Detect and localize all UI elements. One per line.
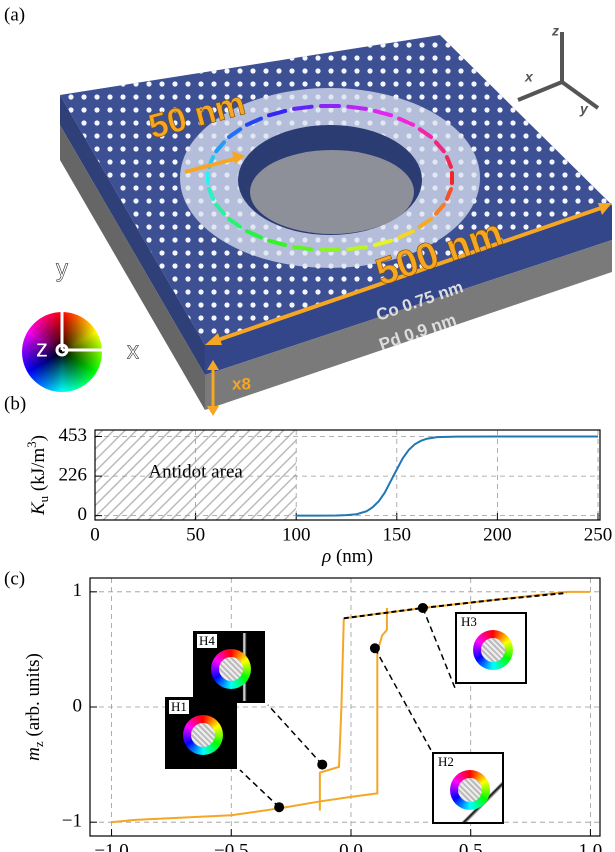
x-tick-label: 0 — [90, 524, 100, 545]
x-axis-label-part: ρ — [321, 546, 331, 567]
inset-label: H3 — [459, 615, 479, 629]
inset-ring — [183, 715, 223, 755]
inset-ring — [473, 630, 513, 670]
axis-label: z — [551, 23, 559, 39]
inset-hole — [191, 723, 215, 747]
panel-label: (b) — [4, 393, 26, 414]
y-axis-label-part: m — [23, 747, 44, 761]
spin-arrow — [348, 247, 366, 249]
marker — [418, 603, 428, 613]
spin-arrow — [294, 247, 312, 249]
x-tick-label: 200 — [483, 524, 512, 545]
spin-arrow — [294, 107, 312, 109]
inset-h3: H3 — [455, 612, 527, 684]
y-axis-label-part: (arb. units) — [23, 653, 44, 741]
inset-label: H2 — [436, 755, 456, 769]
axis-label: y — [579, 101, 589, 117]
inset-hole — [219, 657, 243, 681]
x-tick-label: 1.0 — [579, 840, 603, 852]
color-wheel — [22, 312, 102, 392]
leader-line — [375, 648, 432, 752]
inset-hole — [458, 778, 482, 802]
x-tick-label: 0.5 — [459, 840, 483, 852]
panel-label: (a) — [4, 4, 25, 25]
marker — [274, 802, 284, 812]
inset-h1: H1 — [165, 697, 237, 769]
inset-hole — [481, 638, 505, 662]
x-tick-label: −1.0 — [94, 840, 128, 852]
leader-line — [240, 770, 279, 807]
x-tick-label: 100 — [282, 524, 311, 545]
y-axis-label-part: ) — [28, 435, 49, 441]
arrow-head — [207, 406, 219, 416]
spin-arrow — [348, 107, 366, 109]
x-tick-label: 250 — [584, 524, 613, 545]
leader-line — [268, 705, 322, 765]
x-axis-label-part: (nm) — [331, 546, 373, 567]
y-tick-label: 1 — [73, 580, 83, 601]
illustration: 50 nm 500 nm Co 0.75 nm Pd 0.9 nm x8 z x… — [60, 23, 612, 416]
y-axis-label: mz (arb. units) — [23, 653, 46, 761]
inset-ring — [211, 649, 251, 689]
inset-ring — [450, 770, 490, 810]
inset-h2: H2 — [432, 752, 504, 824]
antidot-hole — [250, 150, 414, 234]
marker — [317, 760, 327, 770]
y-tick-label: 0 — [73, 695, 83, 716]
y-axis-label: Ku (kJ/m3) — [24, 435, 51, 516]
figure-canvas: 50 nm 500 nm Co 0.75 nm Pd 0.9 nm x8 z x… — [0, 0, 615, 852]
axis-label: x — [524, 69, 534, 85]
y-tick-label: 226 — [59, 464, 88, 485]
x-tick-label: 50 — [186, 524, 205, 545]
panel-label: (c) — [4, 568, 25, 589]
inset-label: H1 — [169, 700, 189, 714]
marker — [370, 643, 380, 653]
inset-h4: H4 — [193, 631, 265, 703]
x-tick-label: 0.0 — [339, 840, 363, 852]
x-axis-label: ρ (nm) — [321, 546, 373, 567]
leader-line — [423, 608, 455, 688]
repeat-label: x8 — [232, 374, 251, 393]
y-tick-label: 0 — [78, 504, 88, 525]
y-tick-label: 453 — [59, 425, 88, 446]
figure: 50 nm 500 nm Co 0.75 nm Pd 0.9 nm x8 z x… — [0, 0, 615, 852]
x-tick-label: 150 — [383, 524, 412, 545]
y-axis-label-part: (kJ/m — [28, 448, 49, 496]
y-tick-label: −1 — [62, 811, 82, 832]
x-tick-label: −0.5 — [214, 840, 248, 852]
inset-label: H4 — [197, 634, 217, 648]
